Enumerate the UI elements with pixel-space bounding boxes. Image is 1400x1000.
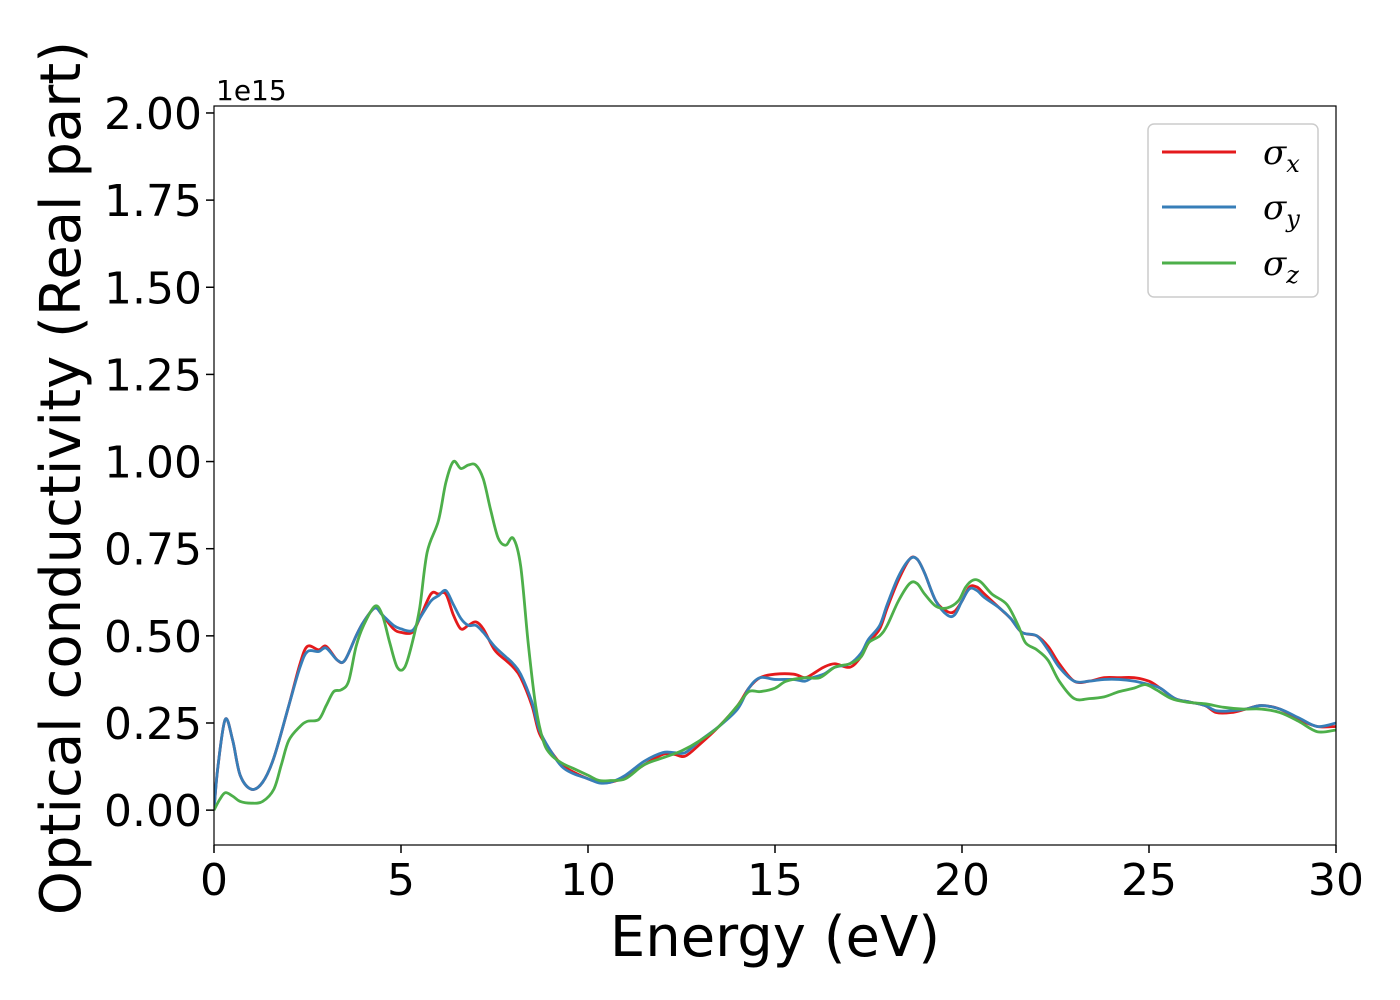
- legend-subscript: y: [1285, 205, 1300, 233]
- y-tick-label: 0.50: [104, 612, 202, 663]
- legend-symbol: σ: [1263, 188, 1287, 228]
- x-tick-label: 25: [1121, 855, 1177, 906]
- y-tick-label: 1.25: [104, 350, 202, 401]
- legend-subscript: z: [1285, 261, 1299, 289]
- legend-symbol: σ: [1263, 244, 1287, 284]
- y-tick-label: 1.75: [104, 176, 202, 227]
- legend-label-y: σy: [1263, 188, 1300, 233]
- y-tick-label: 1.00: [104, 438, 202, 489]
- x-axis-label: Energy (eV): [610, 905, 940, 970]
- legend-symbol: σ: [1263, 133, 1287, 173]
- x-axis-ticks: 0 5 10 15 20 25 30: [200, 845, 1364, 906]
- x-tick-label: 10: [560, 855, 616, 906]
- legend-box: [1147, 123, 1319, 298]
- series-group: [214, 459, 1336, 811]
- x-tick-label: 0: [200, 855, 228, 906]
- y-tick-label: 0.75: [104, 525, 202, 576]
- legend-subscript: x: [1286, 150, 1300, 178]
- y-offset-label: 1e15: [216, 74, 287, 107]
- y-axis-ticks: 0.00 0.25 0.50 0.75 1.00 1.25 1.50 1.75 2.00: [104, 89, 214, 837]
- y-tick-label: 0.00: [104, 786, 202, 837]
- legend-label-z: σz: [1263, 244, 1299, 289]
- y-tick-label: 2.00: [104, 89, 202, 140]
- legend-label-x: σx: [1263, 133, 1300, 178]
- x-tick-label: 30: [1308, 855, 1364, 906]
- y-tick-label: 0.25: [104, 699, 202, 750]
- x-tick-label: 20: [934, 855, 990, 906]
- x-tick-label: 15: [747, 855, 803, 906]
- y-axis-label: Optical conductivity (Real part): [29, 41, 94, 915]
- x-tick-label: 5: [387, 855, 415, 906]
- series-line-z: [214, 459, 1336, 811]
- y-tick-label: 1.50: [104, 263, 202, 314]
